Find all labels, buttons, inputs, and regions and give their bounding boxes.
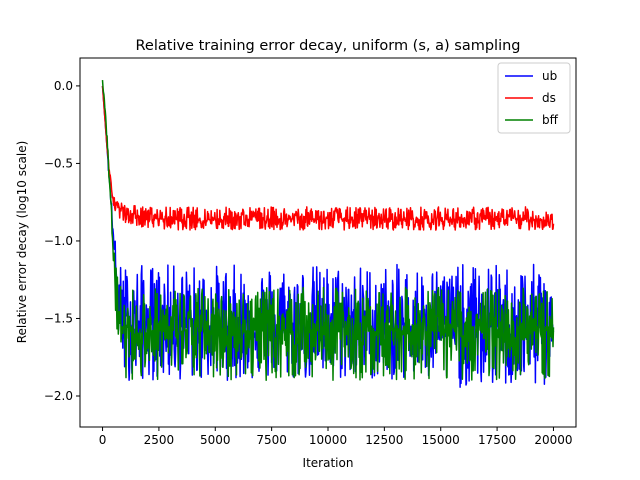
series-layer: [101, 80, 555, 388]
x-axis: 0 2500 5000 7500 10000 12500 15000 17500 20000: [99, 427, 573, 447]
y-axis: 0.0 −0.5 −1.0 −1.5 −2.0: [44, 79, 80, 403]
x-tick-label: 5000: [200, 433, 231, 447]
x-tick-label: 20000: [534, 433, 572, 447]
x-tick-label: 7500: [256, 433, 287, 447]
legend-label-ds: ds: [542, 91, 556, 105]
series-line-ds: [101, 85, 555, 231]
y-tick-label: −1.5: [44, 311, 73, 325]
x-axis-label: Iteration: [303, 456, 354, 470]
y-tick-label: −2.0: [44, 389, 73, 403]
y-axis-label: Relative error decay (log10 scale): [15, 141, 29, 344]
chart-title: Relative training error decay, uniform (…: [136, 38, 521, 54]
x-tick-label: 17500: [478, 433, 516, 447]
x-tick-label: 2500: [144, 433, 175, 447]
y-tick-label: −0.5: [44, 156, 73, 170]
y-tick-label: 0.0: [54, 79, 73, 93]
x-tick-label: 15000: [422, 433, 460, 447]
y-tick-label: −1.0: [44, 234, 73, 248]
x-tick-label: 10000: [309, 433, 347, 447]
series-line-bff: [101, 80, 555, 382]
x-tick-label: 0: [99, 433, 107, 447]
legend-label-bff: bff: [542, 113, 559, 127]
x-tick-label: 12500: [365, 433, 403, 447]
legend: ub ds bff: [497, 62, 571, 134]
legend-label-ub: ub: [542, 69, 557, 83]
legend-box: [497, 62, 571, 134]
